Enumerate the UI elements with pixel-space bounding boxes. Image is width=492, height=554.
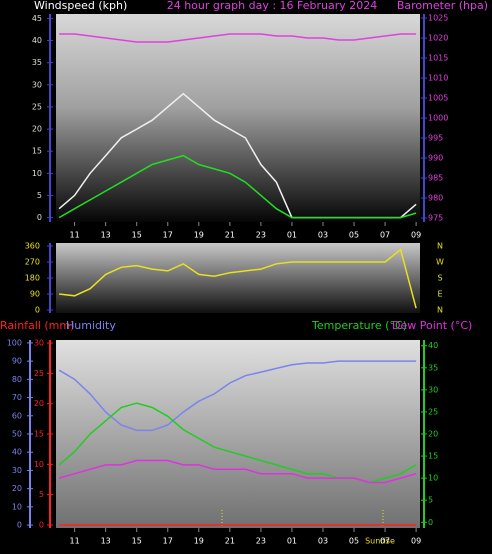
y2-axis-title: Barometer (hpa) — [397, 0, 488, 12]
x-tick-label: 21 — [225, 537, 235, 546]
series-line — [59, 33, 417, 43]
y-tick-label: 980 — [428, 194, 443, 203]
y-tick-label: 270 — [25, 258, 40, 267]
legend-rain: Rainfall (mm) — [0, 319, 74, 332]
y-tick-label: 10 — [12, 502, 22, 511]
y-tick-label: 10 — [34, 460, 44, 469]
y-axis-title: Windspeed (kph) — [34, 0, 127, 12]
series-line — [58, 154, 417, 219]
x-tick-label: 13 — [101, 231, 111, 240]
x-tick-label: 11 — [70, 231, 80, 240]
y-tick-label: 25 — [32, 102, 42, 111]
x-tick-label: 23 — [256, 231, 266, 240]
y-tick-label: 35 — [428, 363, 438, 372]
x-tick-label: 13 — [101, 537, 111, 546]
x-tick-label: 17 — [163, 231, 173, 240]
x-tick-label: 07 — [380, 537, 390, 546]
y-tick-label: 15 — [428, 452, 438, 461]
y-tick-label: 0 — [39, 520, 44, 529]
y-tick-label: 360 — [25, 242, 40, 251]
x-tick-label: 03 — [318, 231, 328, 240]
x-tick-label: 05 — [349, 537, 359, 546]
y-tick-label: 40 — [32, 36, 42, 45]
y-tick-label: 180 — [25, 274, 40, 283]
y-tick-label: E — [437, 289, 442, 298]
y-tick-label: 5 — [428, 496, 433, 505]
plot-area — [56, 243, 420, 313]
y-tick-label: W — [436, 258, 444, 267]
y-tick-label: 1010 — [428, 74, 448, 83]
y-tick-label: 0 — [17, 521, 22, 530]
y-tick-label: 15 — [34, 430, 44, 439]
chart-title: 24 hour graph day : 16 February 2024 — [167, 0, 378, 12]
y-tick-label: 1015 — [428, 54, 448, 63]
y-tick-label: 30 — [428, 385, 438, 394]
y-tick-label: 1025 — [428, 14, 448, 23]
x-tick-label: 09 — [411, 537, 421, 546]
plot-area — [56, 14, 420, 222]
y-tick-label: 35 — [32, 58, 42, 67]
x-tick-label: 19 — [194, 537, 204, 546]
y-tick-label: 0 — [37, 213, 42, 222]
y-tick-label: 60 — [12, 411, 22, 420]
x-tick-label: 15 — [132, 537, 142, 546]
x-tick-label: 05 — [349, 231, 359, 240]
y-tick-label: 10 — [428, 474, 438, 483]
y-tick-label: 30 — [34, 339, 44, 348]
y-tick-label: S — [437, 274, 442, 283]
y-tick-label: 25 — [34, 369, 44, 378]
legend-temperature: Temperature (°C) — [311, 319, 407, 332]
y-tick-label: 20 — [34, 399, 44, 408]
y-tick-label: 25 — [428, 407, 438, 416]
y-tick-label: N — [437, 305, 443, 314]
y-tick-label: N — [437, 242, 443, 251]
y-tick-label: 15 — [32, 147, 42, 156]
x-tick-label: 17 — [163, 537, 173, 546]
y-tick-label: 5 — [37, 191, 42, 200]
x-tick-label: 01 — [287, 231, 297, 240]
y-tick-label: 80 — [12, 375, 22, 384]
x-tick-label: 23 — [256, 537, 266, 546]
y-tick-label: 990 — [428, 154, 443, 163]
y-tick-label: 90 — [30, 289, 40, 298]
y-tick-label: 70 — [12, 393, 22, 402]
series-line — [58, 360, 417, 432]
x-tick-label: 21 — [225, 231, 235, 240]
y-tick-label: 45 — [32, 14, 42, 23]
x-tick-label: 03 — [318, 537, 328, 546]
y-tick-label: 30 — [12, 466, 22, 475]
sunrise-label: Sunrise — [365, 537, 395, 546]
y-tick-label: 975 — [428, 214, 443, 223]
x-tick-label: 11 — [70, 537, 80, 546]
x-tick-label: 07 — [380, 231, 390, 240]
y-tick-label: 1005 — [428, 94, 448, 103]
y-tick-label: 0 — [428, 518, 433, 527]
y-tick-label: 20 — [428, 430, 438, 439]
y-tick-label: 90 — [12, 357, 22, 366]
y-tick-label: 1020 — [428, 34, 448, 43]
y-tick-label: 5 — [39, 490, 44, 499]
y-tick-label: 50 — [12, 430, 22, 439]
y-tick-label: 100 — [7, 338, 22, 347]
x-tick-label: 15 — [132, 231, 142, 240]
y-tick-label: 1000 — [428, 114, 448, 123]
y-tick-label: 20 — [12, 484, 22, 493]
legend-dew-point: Dew Point (°C) — [392, 319, 472, 332]
series-line — [58, 459, 417, 484]
y-tick-label: 20 — [32, 125, 42, 134]
x-tick-label: 19 — [194, 231, 204, 240]
y-tick-label: 10 — [32, 169, 42, 178]
series-line — [59, 248, 417, 309]
y-tick-label: 995 — [428, 134, 443, 143]
y-tick-label: 40 — [428, 341, 438, 350]
y-tick-label: 0 — [35, 305, 40, 314]
plot-area — [56, 340, 420, 528]
x-tick-label: 01 — [287, 537, 297, 546]
legend-humidity: Humidity — [66, 319, 116, 332]
x-tick-label: 09 — [411, 231, 421, 240]
y-tick-label: 985 — [428, 174, 443, 183]
y-tick-label: 30 — [32, 80, 42, 89]
y-tick-label: 40 — [12, 448, 22, 457]
